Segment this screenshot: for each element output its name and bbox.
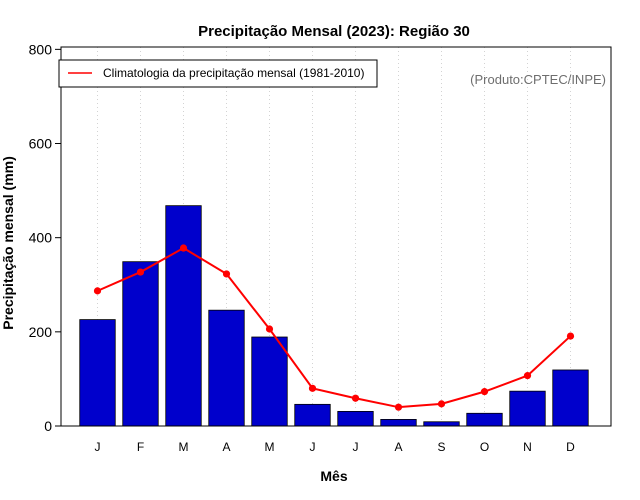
x-tick-label: N <box>523 440 532 454</box>
x-tick-label: M <box>179 440 189 454</box>
climatology-point-11 <box>523 372 532 380</box>
x-tick-label: A <box>222 440 230 454</box>
chart-title: Precipitação Mensal (2023): Região 30 <box>198 23 470 40</box>
legend-box <box>58 59 378 88</box>
x-tick-label: S <box>437 440 445 454</box>
x-tick-label: A <box>394 440 402 454</box>
y-tick-label: 600 <box>29 136 53 152</box>
bar-6 <box>294 403 331 427</box>
y-tick-label: 200 <box>29 324 53 340</box>
climatology-point-10 <box>480 388 489 396</box>
y-tick-label: 0 <box>44 418 52 434</box>
bar-4 <box>208 309 245 427</box>
bar-8 <box>380 419 417 427</box>
x-tick-label: J <box>95 440 101 454</box>
bar-9 <box>423 421 460 427</box>
bar-3 <box>165 205 202 427</box>
x-tick-label: J <box>353 440 359 454</box>
y-axis: 0 200 400 600 800 <box>29 41 62 434</box>
legend: Climatologia da precipitação mensal (198… <box>58 59 378 88</box>
x-tick-label: O <box>480 440 489 454</box>
y-axis-label: Precipitação mensal (mm) <box>0 156 16 330</box>
bar-1 <box>79 319 116 427</box>
bar-10 <box>466 412 503 427</box>
y-tick-label: 800 <box>29 41 53 57</box>
climatology-point-7 <box>351 394 360 402</box>
climatology-point-6 <box>308 384 317 392</box>
bar-11 <box>509 390 546 427</box>
climatology-point-4 <box>222 270 231 278</box>
x-tick-label: F <box>137 440 144 454</box>
x-axis-label: Mês <box>320 468 347 484</box>
climatology-line <box>97 246 572 409</box>
credit-annotation: (Produto:CPTEC/INPE) <box>470 72 606 87</box>
climatology-point-2 <box>136 268 145 276</box>
climatology-point-8 <box>394 403 403 411</box>
bar-7 <box>337 411 374 427</box>
climatology-point-1 <box>93 287 102 295</box>
x-tick-label: M <box>265 440 275 454</box>
bar-12 <box>552 369 589 427</box>
y-tick-label: 400 <box>29 230 53 246</box>
climatology-point-9 <box>437 400 446 408</box>
bar-2 <box>122 261 159 427</box>
climatology-point-3 <box>179 244 188 252</box>
climatology-point-5 <box>265 325 274 333</box>
x-tick-label: D <box>566 440 575 454</box>
bar-series <box>79 205 589 427</box>
climatology-series <box>93 244 575 411</box>
climatology-point-12 <box>566 332 575 340</box>
x-tick-label: J <box>310 440 316 454</box>
bar-5 <box>251 336 288 427</box>
legend-entry-climatology: Climatologia da precipitação mensal (198… <box>103 66 364 80</box>
